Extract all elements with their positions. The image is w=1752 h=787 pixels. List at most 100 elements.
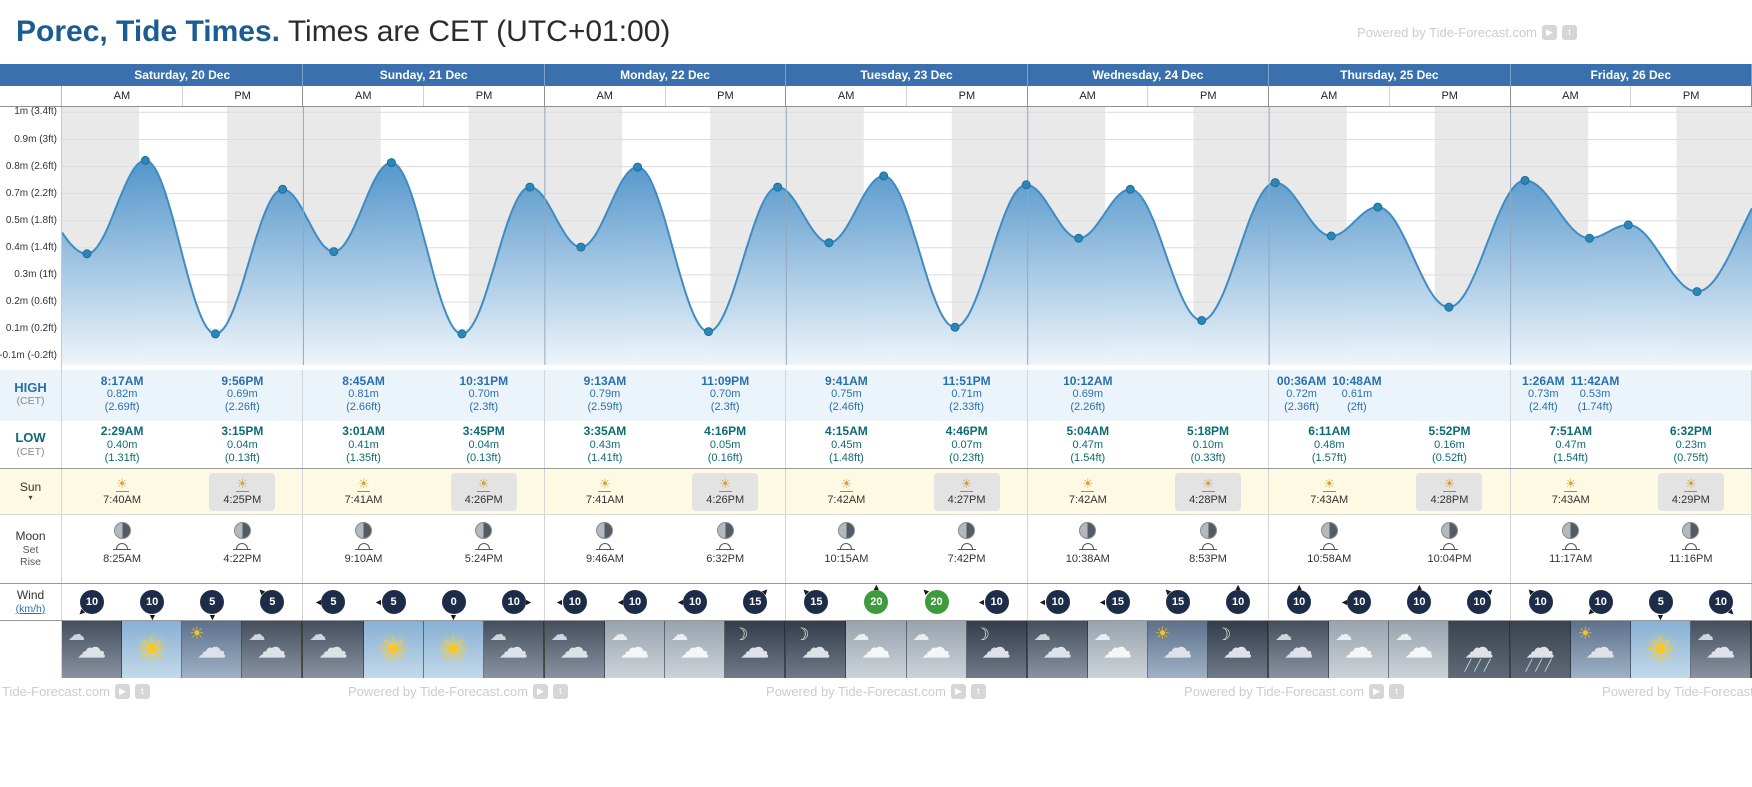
wind-speed: 10	[140, 590, 165, 614]
sunset-chip: ☀ 4:29PM	[1657, 472, 1724, 511]
wind-badge: 15 ▲	[799, 584, 832, 618]
tide-height-m: 0.75m	[831, 388, 862, 400]
y-axis-label: 0.8m (2.6ft)	[5, 160, 57, 172]
moon-phase-icon	[1562, 522, 1580, 539]
wind-speed: 10	[1407, 590, 1432, 614]
weather-tile-moon-cloud: ☽ ☁	[966, 621, 1027, 678]
wind-badge: 10 ▲	[74, 586, 108, 620]
watermark-bottom[interactable]: Powered by Tide-Forecast.com▶t	[766, 683, 986, 699]
sunset-chip: ☀ 4:27PM	[933, 472, 1000, 511]
half-pm	[1148, 367, 1268, 421]
wind-unit-link[interactable]: (km/h)	[15, 602, 46, 615]
side-label-wind: Wind (km/h)	[0, 584, 62, 620]
tide-time: 00:36AM	[1276, 373, 1327, 388]
watermark-bottom[interactable]: Powered by Tide-Forecast.com▶t	[1602, 684, 1752, 699]
y-axis-label: -0.1m (-0.2ft)	[0, 350, 57, 362]
youtube-icon[interactable]: ▶	[950, 683, 966, 699]
watermark-text[interactable]: Powered by Tide-Forecast.com	[348, 683, 528, 699]
half-am: 3:35AM 0.43m (1.41ft)	[545, 421, 665, 468]
tide-height-m: 0.61m	[1341, 388, 1373, 400]
wind-speed: 10	[1467, 590, 1492, 614]
tide-height-ft: (2ft)	[1347, 401, 1367, 414]
youtube-icon[interactable]: ▶	[114, 683, 130, 699]
half-am: ☀ 7:41AM	[545, 469, 665, 514]
watermark-text[interactable]: Powered by Tide-Forecast.com	[0, 683, 110, 699]
tide-height-ft: (0.13ft)	[466, 451, 502, 464]
half-am: 8:45AM 0.81m (2.66ft)	[303, 367, 423, 421]
wind-badge: 5 ▲	[313, 586, 349, 618]
sunset-icon: ☀	[1684, 477, 1698, 493]
twitter-icon[interactable]: t	[970, 683, 986, 699]
sun-glyph: ☀	[1564, 475, 1577, 491]
tide-time: 11:51PM	[942, 373, 991, 388]
youtube-icon[interactable]: ▶	[1368, 683, 1384, 699]
watermark-bottom[interactable]: Powered by Tide-Forecast.com▶t	[1184, 683, 1404, 699]
wind-cell-1: 5 ▲ 5 ▲ 0 ▲ 10 ▲	[303, 584, 545, 623]
watermark-bottom[interactable]: Powered by Tide-Forecast.com▶t	[348, 683, 568, 699]
twitter-icon[interactable]: t	[552, 683, 568, 699]
moon-cell-2: 9:46AM 6:32PM	[545, 515, 787, 583]
youtube-icon[interactable]: ▶	[1542, 24, 1557, 40]
tide-height-ft: (2.66ft)	[346, 401, 381, 414]
ampm-cell-4: AM PM	[1027, 86, 1270, 106]
ampm-row: AM PM AM PM AM PM AM PM AM PM AM PM AM PM	[0, 86, 1752, 107]
watermark-text[interactable]: Powered by Tide-Forecast.com	[1357, 24, 1537, 40]
horizon-line	[718, 490, 732, 493]
twitter-icon[interactable]: t	[1388, 683, 1404, 699]
wind-cell-4: 10 ▲ 15 ▲ 15 ▲ 10 ▲	[1028, 582, 1270, 620]
moon-time: 5:24PM	[464, 553, 503, 565]
half-am: 2:29AM 0.40m (1.31ft)	[62, 421, 182, 468]
tide-height-ft: (1.54ft)	[1070, 451, 1106, 464]
moon-phase-icon	[1682, 522, 1700, 539]
sunset-chip: ☀ 4:28PM	[1416, 472, 1483, 511]
sunset-time: 4:29PM	[1671, 494, 1710, 507]
low-cell-1: 3:01AM 0.41m (1.35ft) 3:45PM 0.04m (0.13ft)	[303, 421, 545, 468]
watermark-text[interactable]: Powered by Tide-Forecast.com	[1184, 683, 1364, 699]
wind-direction-arrow: ▲	[1294, 581, 1304, 592]
tide-height-ft: (2.69ft)	[104, 401, 140, 414]
moon-cell-1: 9:10AM 5:24PM	[303, 515, 545, 583]
half-pm: 11:51PM 0.71m (2.33ft)	[907, 367, 1027, 421]
day-header-5: Thursday, 25 Dec	[1269, 64, 1511, 86]
watermark-text[interactable]: Powered by Tide-Forecast.com	[766, 683, 946, 699]
watermark-top[interactable]: Powered by Tide-Forecast.com ▶ t	[1357, 24, 1577, 40]
weather-tile-cloud: ☁ ☁	[1329, 621, 1390, 678]
tide-height-m: 0.47m	[1555, 438, 1586, 451]
sun-glyph: ☀	[960, 475, 973, 491]
tide-height-ft: (1.41ft)	[587, 451, 623, 464]
weather-tile-moon-cloud: ☽ ☁	[725, 621, 786, 678]
twitter-icon[interactable]: t	[1562, 24, 1577, 40]
tide-height-ft: (2.59ft)	[587, 401, 623, 414]
tide-height-m: 0.04m	[227, 438, 258, 451]
sunrise-icon: ☀	[1322, 477, 1336, 493]
wind-badge: 10 ▲	[1523, 584, 1557, 618]
twitter-icon[interactable]: t	[134, 683, 150, 699]
weather-tile-sun-cloud: ☀ ☁	[1147, 621, 1209, 678]
weather-tile-sunny: ☀	[423, 621, 484, 678]
watermark-text[interactable]: Powered by Tide-Forecast.com	[1602, 683, 1752, 699]
ampm-cell-3: AM PM	[786, 86, 1028, 106]
ampm-cell-5: AM PM	[1269, 86, 1511, 106]
sunrise-chip: ☀ 7:42AM	[1055, 473, 1121, 511]
weather-cell-3: ☽ ☁ ☁ ☁ ☁ ☁ ☽ ☁	[786, 621, 1028, 678]
youtube-icon[interactable]: ▶	[532, 683, 548, 699]
wind-speed: 10	[1226, 590, 1251, 614]
chevron-down-icon[interactable]: ▾	[28, 493, 33, 503]
am-label: AM	[355, 90, 372, 102]
moon-half-am: 10:38AM	[1028, 515, 1148, 583]
moon-half-am: 9:46AM	[545, 515, 665, 583]
half-pm: 3:45PM 0.04m (0.13ft)	[424, 421, 544, 468]
y-axis-label: 1m (3.4ft)	[14, 107, 57, 118]
watermark-bottom[interactable]: Powered by Tide-Forecast.com▶t	[0, 683, 150, 699]
wind-direction-arrow: ▲	[976, 597, 987, 607]
sun-glyph: ☀	[840, 475, 853, 491]
moon-half-pm: 4:22PM	[182, 515, 302, 583]
tide-extreme-marker	[1692, 287, 1702, 297]
sunrise-time: 7:40AM	[103, 494, 142, 507]
tide-height-ft: (2.3ft)	[469, 401, 499, 414]
sunset-time: 4:26PM	[464, 494, 503, 507]
moon-half-am: 10:15AM	[786, 515, 906, 583]
wind-direction-arrow: ▲	[1414, 581, 1424, 592]
wind-badge: 10 ▲	[614, 586, 651, 618]
